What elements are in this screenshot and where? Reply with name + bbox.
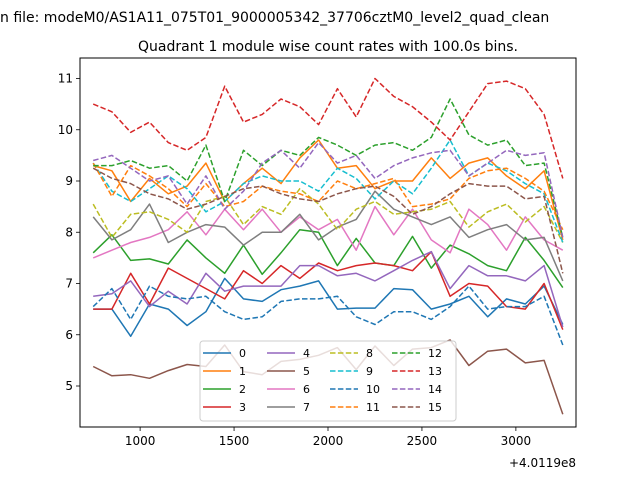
series-line-14 xyxy=(93,141,564,238)
legend-label-9: 9 xyxy=(366,365,373,378)
y-tick-label: 11 xyxy=(58,72,73,86)
legend-label-11: 11 xyxy=(366,401,380,414)
x-tick-label: 1000 xyxy=(125,434,156,448)
legend-label-3: 3 xyxy=(239,401,246,414)
series-line-0 xyxy=(93,277,564,338)
y-tick-label: 6 xyxy=(65,328,73,342)
y-tick-label: 7 xyxy=(65,277,73,291)
x-axis-ticks: 1000 1500 2000 2500 3000 xyxy=(125,427,531,448)
chart-title: Quadrant 1 module wise count rates with … xyxy=(138,39,518,55)
series-line-2 xyxy=(92,228,564,289)
legend-label-14: 14 xyxy=(428,383,442,396)
legend-label-7: 7 xyxy=(303,401,310,414)
series-line-13 xyxy=(92,77,564,179)
legend-label-2: 2 xyxy=(239,383,246,396)
y-tick-label: 8 xyxy=(65,225,73,239)
series-line-15 xyxy=(92,167,564,274)
y-tick-label: 5 xyxy=(65,379,73,393)
series-line-6 xyxy=(92,205,564,259)
figure-suptitle: n file: modeM0/AS1A11_075T01_9000005342_… xyxy=(0,10,549,26)
x-tick-label: 2000 xyxy=(313,434,344,448)
legend-label-0: 0 xyxy=(239,347,246,360)
series-line-4 xyxy=(93,250,564,328)
y-axis-ticks: 5 6 7 8 9 10 11 xyxy=(58,72,80,393)
legend-label-12: 12 xyxy=(428,347,442,360)
y-tick-label: 9 xyxy=(65,174,73,188)
series-layer xyxy=(92,77,564,415)
legend-label-5: 5 xyxy=(303,365,310,378)
x-tick-label: 3000 xyxy=(501,434,532,448)
legend-label-4: 4 xyxy=(303,347,310,360)
series-line-3 xyxy=(93,250,564,330)
legend-label-10: 10 xyxy=(366,383,380,396)
series-line-12 xyxy=(93,98,564,238)
legend-label-13: 13 xyxy=(428,365,442,378)
x-tick-label: 1500 xyxy=(219,434,250,448)
series-line-7 xyxy=(92,190,564,282)
legend-label-1: 1 xyxy=(239,365,246,378)
x-offset-text: +4.0119e8 xyxy=(509,456,576,470)
legend-label-15: 15 xyxy=(428,401,442,414)
series-line-8 xyxy=(92,187,564,243)
y-tick-label: 10 xyxy=(58,123,73,137)
legend-label-8: 8 xyxy=(366,347,373,360)
legend-box xyxy=(199,340,457,422)
series-line-10 xyxy=(92,285,564,346)
series-line-11 xyxy=(92,162,564,231)
x-tick-label: 2500 xyxy=(407,434,438,448)
legend-label-6: 6 xyxy=(303,383,310,396)
